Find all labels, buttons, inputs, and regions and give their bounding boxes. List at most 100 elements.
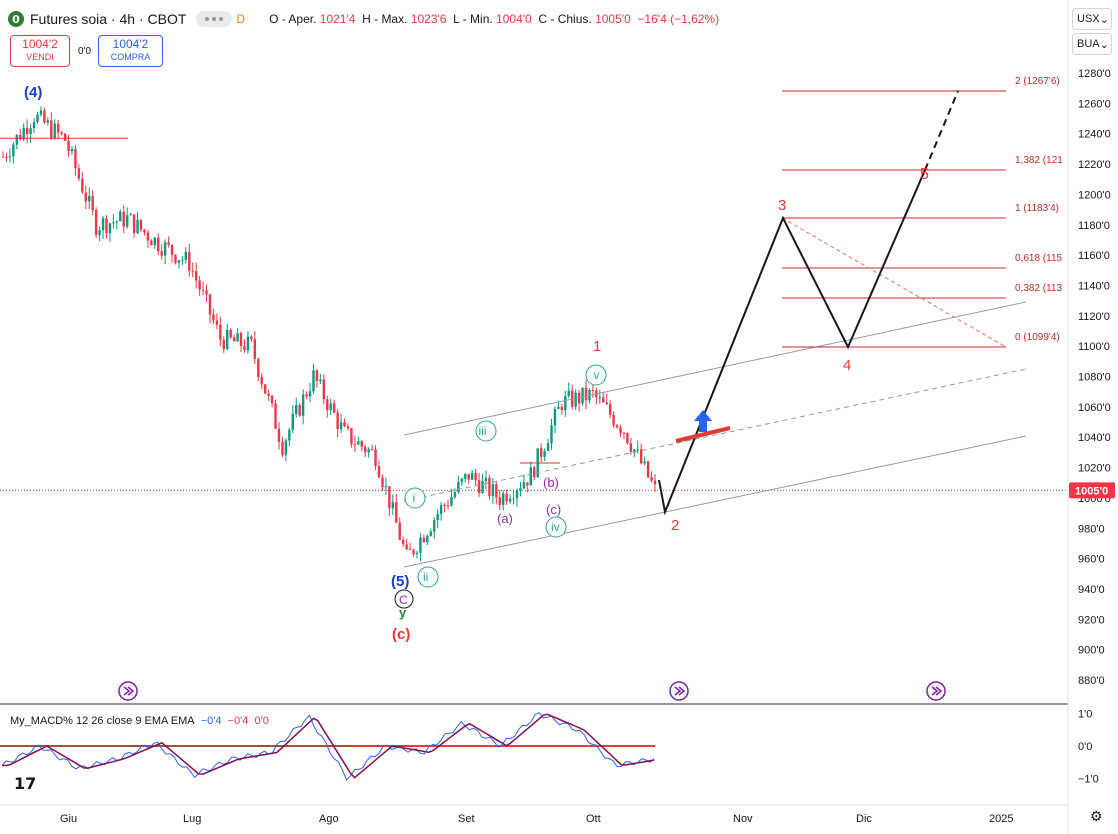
fib-level-label: 0,618 (115 — [1015, 253, 1063, 264]
candle-body — [226, 329, 229, 349]
wave-minor-label: v — [594, 368, 600, 382]
price-tick-label: 1280'0 — [1078, 68, 1111, 80]
price-tick-label: 1100'0 — [1078, 341, 1110, 353]
delayed-data-badge[interactable]: D — [236, 12, 246, 26]
candle-body — [257, 358, 260, 377]
tradingview-logo-icon[interactable]: 17 — [14, 774, 37, 793]
candle-body — [488, 477, 491, 497]
symbol-logo-icon[interactable]: 0 — [8, 11, 24, 27]
candle-body — [367, 449, 370, 453]
candle-body — [515, 490, 519, 499]
candle-body — [301, 394, 305, 416]
candle-body — [357, 441, 360, 445]
price-tick-label: 1220'0 — [1078, 159, 1111, 171]
candle-body — [98, 230, 101, 235]
candle-body — [401, 539, 405, 545]
candle-body — [284, 440, 288, 455]
macd-legend[interactable]: My_MACD% 12 26 close 9 EMA EMA −0'4 −0'4… — [10, 715, 269, 727]
candle-body — [336, 412, 339, 429]
candle-body — [215, 320, 219, 325]
candle-body — [150, 240, 153, 246]
price-tick-label: 1020'0 — [1078, 463, 1111, 475]
unit-dropdown[interactable]: BUA ⌄ — [1072, 33, 1112, 55]
price-tick-label: 1260'0 — [1078, 98, 1111, 110]
wave-minor-label: iii — [479, 424, 487, 438]
spread-value: 0'0 — [78, 46, 92, 57]
candle-body — [319, 379, 322, 382]
candle-body — [474, 472, 477, 481]
wave-minor-label: iv — [551, 520, 560, 534]
sell-button[interactable]: 1004'2 VENDI — [10, 35, 70, 67]
candle-body — [615, 425, 619, 428]
candle-body — [208, 294, 212, 315]
candle-body — [146, 232, 150, 241]
wave-1-label: 1 — [593, 338, 601, 355]
candle-body — [343, 422, 346, 427]
candle-body — [450, 497, 453, 506]
candle-body — [191, 270, 194, 272]
candle-body — [405, 544, 408, 550]
candle-body — [101, 218, 105, 231]
ohlc-open-label: O - Aper. — [269, 12, 317, 26]
candle-body — [612, 414, 615, 426]
candle-body — [132, 214, 136, 233]
candle-body — [557, 406, 560, 409]
symbol-title[interactable]: Futures soia · 4h · CBOT — [30, 11, 187, 27]
candle-body — [498, 497, 501, 505]
last-price-badge — [1069, 482, 1115, 499]
wave-c-purple-label: (c) — [546, 502, 561, 517]
candle-body — [467, 473, 470, 480]
candle-body — [184, 251, 188, 260]
wave-5-label: 5 — [920, 166, 929, 183]
wave-circle — [585, 364, 607, 386]
event-marker-icon — [926, 681, 946, 701]
candle-body — [198, 280, 201, 290]
gear-icon[interactable]: ⚙ — [1090, 808, 1103, 824]
candle-body — [243, 345, 246, 351]
macd-tick-label: 0'0 — [1078, 741, 1092, 753]
price-tick-label: 1140'0 — [1078, 280, 1110, 292]
candle-body — [232, 337, 236, 342]
wave-2-label: 2 — [671, 517, 679, 534]
macd-hist-value: 0'0 — [254, 715, 269, 727]
candle-body — [174, 254, 177, 263]
candle-body — [77, 168, 81, 179]
wave-minor-label: ii — [423, 570, 428, 584]
event-marker-chevron — [127, 686, 135, 696]
candle-body — [591, 390, 595, 392]
candle-body — [633, 449, 636, 452]
candle-body — [67, 140, 70, 152]
candle-body — [429, 531, 432, 536]
currency-dropdown[interactable]: USX ⌄ — [1072, 8, 1112, 30]
candle-body — [602, 397, 605, 403]
candle-body — [119, 211, 122, 222]
price-tick-label: 1240'0 — [1078, 129, 1111, 141]
candle-body — [584, 387, 588, 401]
chevron-down-icon: ⌄ — [1099, 38, 1109, 51]
wave-4-label: 4 — [843, 357, 851, 374]
candle-body — [381, 477, 384, 488]
candle-body — [43, 110, 46, 123]
buy-button[interactable]: 1004'2 COMPRA — [98, 35, 163, 67]
candle-body — [650, 477, 653, 481]
candle-body — [12, 144, 15, 157]
candle-body — [281, 441, 284, 455]
candle-body — [181, 259, 184, 261]
wave-c-red-label: (c) — [392, 626, 410, 643]
more-options-icon[interactable] — [196, 11, 233, 27]
last-price-label: 1005'0 — [1075, 485, 1108, 497]
candle-body — [443, 505, 446, 507]
wave-y-label: y — [399, 605, 407, 620]
candle-body — [60, 132, 63, 134]
candle-body — [640, 449, 643, 464]
candle-body — [74, 148, 77, 169]
event-marker-chevron — [674, 686, 682, 696]
wave-4-blue-label: (4) — [24, 84, 42, 101]
candle-body — [646, 461, 650, 478]
candle-body — [219, 324, 222, 340]
time-axis-label: Nov — [733, 813, 753, 825]
candle-body — [415, 552, 419, 554]
candle-body — [391, 502, 395, 509]
candle-body — [360, 441, 363, 447]
